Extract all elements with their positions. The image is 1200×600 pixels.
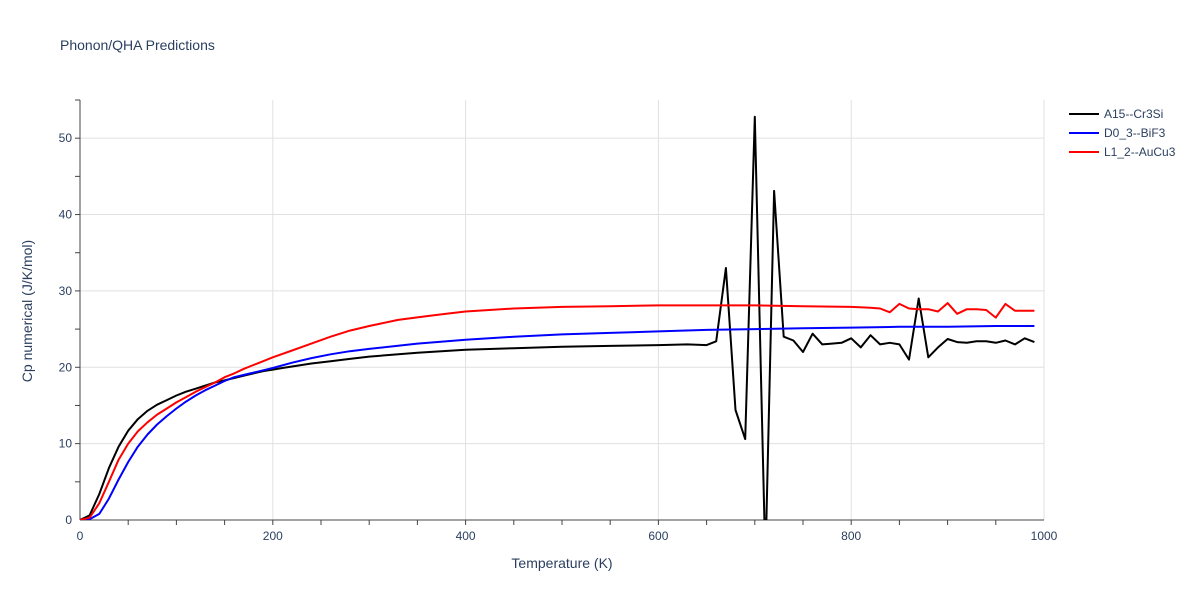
y-tick-label: 0 (65, 513, 72, 527)
series-line-3[interactable] (80, 302, 1035, 520)
x-tick-label: 400 (456, 529, 476, 543)
x-tick-label: 0 (77, 529, 84, 543)
y-tick-label: 30 (59, 284, 73, 298)
series-line-1[interactable] (80, 115, 1035, 520)
y-tick-label: 20 (59, 360, 73, 374)
legend-label: L1_2--AuCu3 (1104, 145, 1176, 159)
y-tick-label: 10 (59, 437, 73, 451)
y-tick-label: 40 (59, 208, 73, 222)
x-axis-title: Temperature (K) (511, 555, 612, 571)
legend-label: D0_3--BiF3 (1104, 126, 1166, 140)
x-tick-label: 600 (648, 529, 668, 543)
x-tick-label: 1000 (1031, 529, 1058, 543)
y-tick-label: 50 (59, 131, 73, 145)
plot-area (80, 115, 1035, 520)
grid (80, 100, 1045, 520)
y-axis-title: Cp numerical (J/K/mol) (19, 240, 35, 382)
legend-item[interactable]: D0_3--BiF3 (1069, 126, 1166, 140)
x-tick-label: 800 (841, 529, 861, 543)
legend-label: A15--Cr3Si (1104, 107, 1163, 121)
legend-item[interactable]: A15--Cr3Si (1069, 107, 1163, 121)
series-line-2[interactable] (80, 325, 1035, 520)
x-tick-label: 200 (263, 529, 283, 543)
legend-item[interactable]: L1_2--AuCu3 (1069, 145, 1176, 159)
legend[interactable]: A15--Cr3Si D0_3--BiF3 L1_2--AuCu3 (1069, 107, 1176, 159)
axes: 0 200 400 600 800 1000 0 10 20 30 40 50 (59, 99, 1058, 543)
chart-title: Phonon/QHA Predictions (60, 37, 215, 53)
